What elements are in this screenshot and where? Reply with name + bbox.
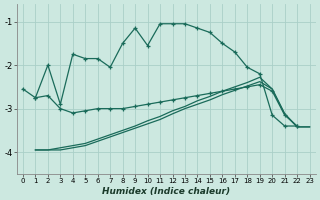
X-axis label: Humidex (Indice chaleur): Humidex (Indice chaleur) — [102, 187, 230, 196]
